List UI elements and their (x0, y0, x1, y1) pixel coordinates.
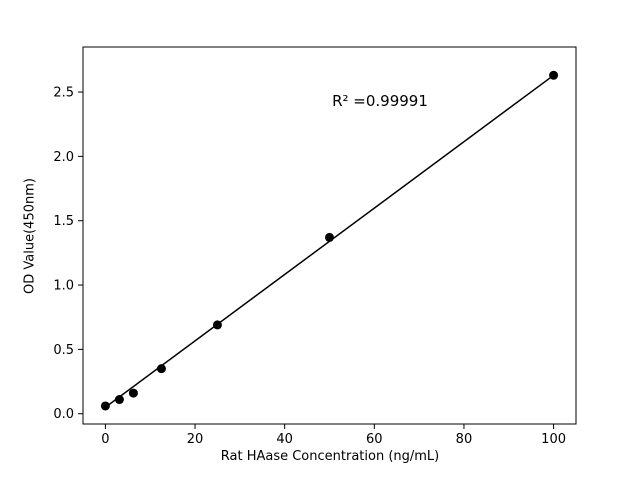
x-tick-label: 60 (366, 432, 383, 447)
x-tick-label: 20 (187, 432, 204, 447)
x-tick-label: 40 (276, 432, 293, 447)
x-axis-label: Rat HAase Concentration (ng/mL) (220, 449, 440, 464)
x-tick-label: 0 (101, 432, 109, 447)
r-squared-annotation: R² =0.99991 (332, 92, 428, 110)
data-point (212, 320, 222, 330)
data-point (100, 401, 110, 411)
y-axis-label: OD Value(450nm) (22, 178, 38, 294)
y-tick-label: 2.0 (53, 150, 74, 165)
data-point (114, 395, 124, 405)
y-tick-label: 2.5 (53, 86, 74, 101)
y-tick-label: 1.5 (53, 214, 74, 229)
x-tick-label: 80 (456, 432, 473, 447)
y-tick-label: 1.0 (53, 279, 74, 294)
data-point (549, 70, 559, 80)
data-point (128, 388, 138, 398)
x-tick-label: 100 (541, 432, 566, 447)
data-point (325, 232, 334, 242)
data-point (156, 364, 166, 374)
y-tick-label: 0.5 (53, 343, 74, 358)
y-tick-label: 0.0 (53, 407, 74, 422)
plot-border (82, 46, 577, 425)
